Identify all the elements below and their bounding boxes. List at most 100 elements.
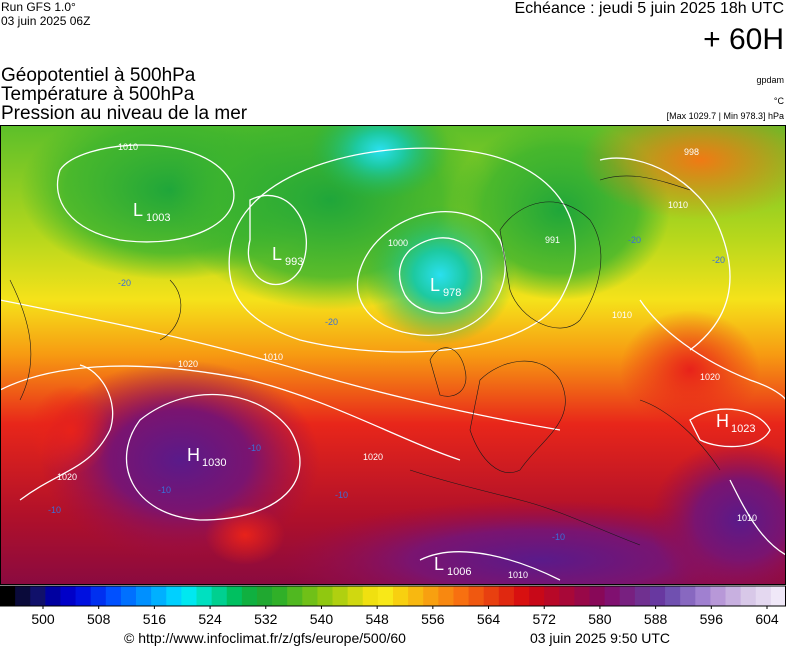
- colorbar-tick-label: 500: [31, 611, 55, 627]
- colorbar-swatch: [740, 586, 757, 606]
- center-type: L: [430, 275, 440, 295]
- lead-time: + 60H: [703, 23, 784, 56]
- center-type: L: [272, 244, 282, 264]
- map-field: L 1003 L 993 L 978 H 1030 H 1023 L 1006 …: [0, 125, 786, 585]
- colorbar-swatch: [75, 586, 92, 606]
- isotherm-labels: -20 -20 -10 -10 -10 -10 -10 -20 -20: [48, 235, 725, 542]
- colorbar-tick-label: 596: [700, 611, 724, 627]
- isobar-label: 1020: [178, 359, 198, 369]
- colorbar-swatch: [695, 586, 711, 606]
- center-type: H: [716, 411, 729, 431]
- colorbar-tick-label: 516: [143, 611, 167, 627]
- colorbar-swatch: [347, 586, 364, 606]
- colorbar-swatch: [393, 586, 409, 606]
- center-value: 993: [285, 256, 303, 268]
- colorbar-tick-label: 580: [588, 611, 612, 627]
- layer-title: Géopotentiel à 500hPa: [1, 65, 196, 86]
- isobar-label: 1020: [700, 372, 720, 382]
- colorbar-swatch: [710, 586, 726, 606]
- colorbar-swatch: [529, 586, 545, 606]
- colorbar-swatch: [619, 586, 636, 606]
- isobar-label: 1010: [612, 310, 632, 320]
- isobar-label: 1020: [363, 452, 383, 462]
- colorbar-swatch: [0, 586, 16, 606]
- colorbar-swatch: [287, 586, 303, 606]
- center-type: L: [133, 200, 143, 220]
- colorbar-swatch: [483, 586, 500, 606]
- isobar-label: 1020: [57, 472, 77, 482]
- colorbar-swatch: [166, 586, 182, 606]
- center-type: H: [187, 445, 200, 465]
- issue-date: 03 juin 2025 9:50 UTC: [530, 630, 670, 646]
- unit-label: gpdam: [756, 75, 784, 85]
- isobar-label: 1010: [118, 142, 138, 152]
- colorbar-swatch: [256, 586, 273, 606]
- colorbar-swatch: [680, 586, 696, 606]
- colorbar-tick-label: 540: [310, 611, 334, 627]
- isobar-label: 1010: [737, 513, 757, 523]
- isotherm-label: -10: [158, 485, 171, 495]
- center-value: 1030: [202, 457, 226, 469]
- unit-label: [Max 1029.7 | Min 978.3] hPa: [667, 111, 784, 121]
- isotherm-label: -20: [628, 235, 641, 245]
- colorbar-swatch: [453, 586, 469, 606]
- unit-label: °C: [774, 96, 785, 106]
- center-value: 1023: [731, 423, 755, 435]
- colorbar-tick-label: 556: [421, 611, 445, 627]
- colorbar: 500 508 516 524 532 540 548 556 564 572 580 588 596 6…: [0, 585, 786, 627]
- isobar-label: 1010: [668, 200, 688, 210]
- colorbar-swatch: [15, 586, 31, 606]
- colorbar-swatch: [755, 586, 772, 606]
- center-value: 978: [443, 287, 461, 299]
- colorbar-tick-label: 508: [87, 611, 111, 627]
- colorbar-swatch: [649, 586, 666, 606]
- pressure-centers: L 1003 L 993 L 978 H 1030 H 1023 L 1006: [133, 200, 755, 578]
- isobar-labels: 1010 1000 1010 1020 1020 1020 1010 1010 …: [57, 142, 757, 580]
- colorbar-swatch: [120, 586, 137, 606]
- colorbar-swatch: [272, 586, 288, 606]
- colorbar-swatch: [559, 586, 575, 606]
- isotherm-label: -10: [248, 443, 261, 453]
- colorbar-tick-label: 548: [365, 611, 389, 627]
- colorbar-tick-label: 524: [198, 611, 222, 627]
- isotherm-label: -10: [48, 505, 61, 515]
- colorbar-swatch: [438, 586, 454, 606]
- colorbar-tick-label: 588: [644, 611, 668, 627]
- isotherm-label: -20: [712, 255, 725, 265]
- isotherm-label: -20: [118, 278, 131, 288]
- colorbar-swatch: [211, 586, 228, 606]
- colorbar-swatch: [90, 586, 107, 606]
- colorbar-swatch: [181, 586, 197, 606]
- run-label: Run GFS 1.0°: [1, 0, 76, 14]
- isobar-label: 998: [684, 147, 699, 157]
- colorbar-swatch: [604, 586, 621, 606]
- colorbar-swatch: [513, 586, 530, 606]
- colorbar-swatch: [634, 586, 651, 606]
- colorbar-swatch: [196, 586, 213, 606]
- colorbar-tick-label: 564: [477, 611, 501, 627]
- isobar-label: 1000: [388, 238, 408, 248]
- layer-title: Pression au niveau de la mer: [1, 103, 248, 124]
- colorbar-swatch: [770, 586, 786, 606]
- colorbar-swatch: [589, 586, 606, 606]
- colorbar-swatch: [105, 586, 122, 606]
- isotherm-label: -10: [335, 490, 348, 500]
- colorbar-swatch: [226, 586, 243, 606]
- colorbar-swatch: [60, 586, 76, 606]
- isobar-label: 991: [545, 235, 560, 245]
- colorbar-swatch: [468, 586, 485, 606]
- colorbar-swatch: [30, 586, 46, 606]
- colorbar-swatch: [498, 586, 515, 606]
- center-value: 1003: [146, 212, 170, 224]
- colorbar-tick-label: 604: [755, 611, 779, 627]
- colorbar-tick-label: 572: [533, 611, 557, 627]
- colorbar-swatch: [332, 586, 349, 606]
- colorbar-swatch: [302, 586, 318, 606]
- colorbar-swatch: [136, 586, 152, 606]
- layer-title: Température à 500hPa: [1, 84, 195, 105]
- colorbar-swatch: [408, 586, 424, 606]
- source-url: © http://www.infoclimat.fr/z/gfs/europe/…: [124, 630, 406, 646]
- colorbar-swatch: [377, 586, 394, 606]
- colorbar-tick-label: 532: [254, 611, 278, 627]
